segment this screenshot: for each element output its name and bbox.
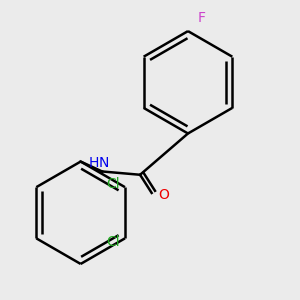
Text: H: H [88, 156, 99, 170]
Text: F: F [198, 11, 206, 25]
Text: N: N [99, 156, 109, 170]
Text: Cl: Cl [106, 177, 120, 191]
Text: Cl: Cl [106, 235, 120, 249]
Text: O: O [158, 188, 169, 202]
